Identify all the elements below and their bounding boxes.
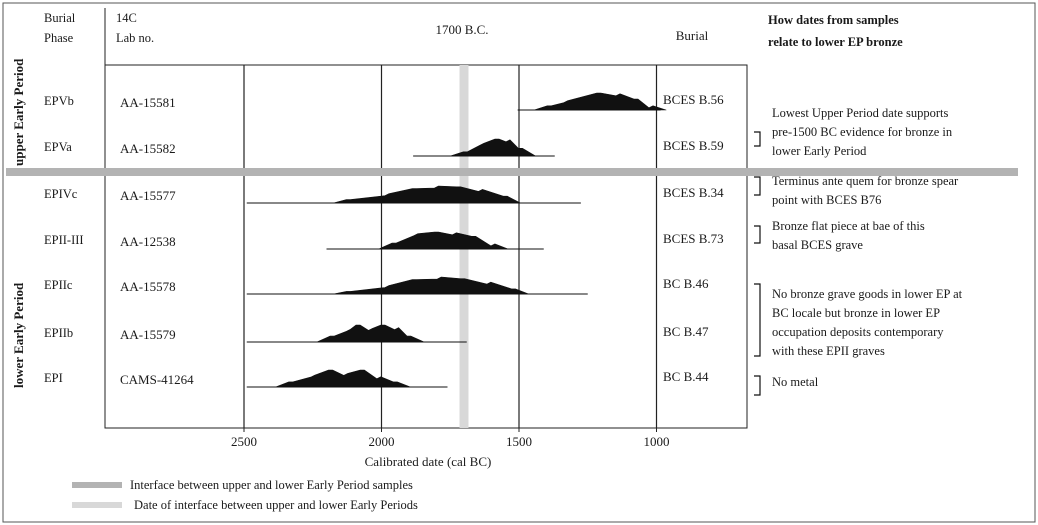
lab-number: AA-15581: [120, 95, 176, 110]
row-AA-15582: EPVa AA-15582 BCES B.59: [44, 138, 724, 157]
lower-period-label: lower Early Period: [11, 282, 26, 388]
annotation-text: No bronze grave goods in lower EP at BC l…: [772, 287, 963, 358]
annotation-1: Terminus ante quem for bronze spear point…: [754, 174, 959, 207]
x-tick-label-1500: 1500: [506, 434, 532, 449]
header-burial: Burial: [676, 28, 709, 43]
burial-label: BCES B.59: [663, 138, 724, 153]
phase-label: EPVb: [44, 94, 74, 108]
row-AA-15579: EPIIb AA-15579 BC B.47: [44, 324, 709, 343]
legend-label-date: Date of interface between upper and lowe…: [134, 498, 418, 512]
annotation-bracket: [754, 176, 761, 196]
legend-swatch-interface: [72, 482, 122, 488]
annotations: Lowest Upper Period date supports pre-150…: [754, 106, 963, 396]
x-axis-label: Calibrated date (cal BC): [365, 454, 492, 469]
burial-label: BC B.47: [663, 324, 709, 339]
header-1700bc: 1700 B.C.: [435, 22, 488, 37]
row-AA-15581: EPVb AA-15581 BCES B.56: [44, 92, 724, 111]
annotation-3: No bronze grave goods in lower EP at BC l…: [754, 283, 963, 358]
probability-distribution: [316, 324, 425, 343]
legend-label-interface: Interface between upper and lower Early …: [130, 478, 413, 492]
phase-label: EPII-III: [44, 233, 84, 247]
annotation-text: No metal: [772, 375, 819, 389]
annotation-2: Bronze flat piece at bae of this basal BC…: [754, 219, 925, 252]
header-burial-phase: Burial Phase: [44, 11, 78, 45]
row-AA-12538: EPII-III AA-12538 BCES B.73: [44, 231, 724, 250]
phase-label: EPVa: [44, 140, 72, 154]
legend-swatch-date: [72, 502, 122, 508]
interface-band: [6, 168, 1018, 176]
lab-number: CAMS-41264: [120, 372, 194, 387]
lab-number: AA-15578: [120, 279, 176, 294]
lab-number: AA-15582: [120, 141, 176, 156]
x-tick-label-2500: 2500: [231, 434, 257, 449]
burial-label: BCES B.56: [663, 92, 724, 107]
burial-label: BCES B.34: [663, 185, 724, 200]
probability-distribution: [275, 369, 411, 388]
x-tick-label-1000: 1000: [644, 434, 670, 449]
annotation-bracket: [754, 131, 761, 147]
phase-label: EPIVc: [44, 187, 78, 201]
row-AA-15578: EPIIc AA-15578 BC B.46: [44, 276, 709, 295]
probability-distribution: [333, 276, 529, 295]
annotation-bracket: [754, 283, 761, 357]
burial-label: BC B.46: [663, 276, 709, 291]
annotation-bracket: [754, 225, 761, 244]
x-tick-label-2000: 2000: [369, 434, 395, 449]
phase-label: EPIIc: [44, 278, 73, 292]
legend: Interface between upper and lower Early …: [72, 478, 418, 512]
burial-label: BCES B.73: [663, 231, 724, 246]
sample-rows: EPVb AA-15581 BCES B.56 EPVa AA-15582 BCES B.…: [44, 92, 724, 388]
burial-label: BC B.44: [663, 369, 709, 384]
probability-distribution: [333, 185, 521, 204]
row-CAMS-41264: EPI CAMS-41264 BC B.44: [44, 369, 709, 388]
header-lab-no: 14C Lab no.: [116, 11, 154, 45]
reference-lines: [243, 65, 658, 428]
x-axis: 2500 2000 1500 1000: [231, 428, 670, 449]
annotation-text: Bronze flat piece at bae of this basal BC…: [772, 219, 925, 252]
probability-distribution: [533, 92, 667, 111]
probability-distribution: [378, 231, 509, 250]
upper-period-label: upper Early Period: [11, 58, 26, 166]
annotation-bracket: [754, 375, 761, 396]
phase-label: EPIIb: [44, 326, 73, 340]
annotation-0: Lowest Upper Period date supports pre-150…: [754, 106, 953, 158]
annotation-text: Terminus ante quem for bronze spear point…: [772, 174, 959, 207]
row-AA-15577: EPIVc AA-15577 BCES B.34: [44, 185, 724, 204]
lab-number: AA-15577: [120, 188, 176, 203]
annotation-text: Lowest Upper Period date supports pre-150…: [772, 106, 953, 158]
annotation-4: No metal: [754, 375, 819, 396]
lab-number: AA-12538: [120, 234, 176, 249]
header-question: How dates from samples relate to lower E…: [768, 13, 903, 49]
probability-distribution: [450, 138, 536, 157]
phase-label: EPI: [44, 371, 63, 385]
lab-number: AA-15579: [120, 327, 176, 342]
